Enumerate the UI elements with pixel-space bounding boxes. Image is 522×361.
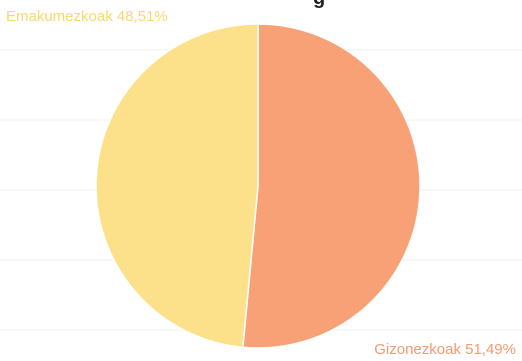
chart-title-fragment: g: [313, 0, 325, 9]
pie-slice-emakumezkoak[interactable]: [95, 23, 259, 349]
slice-label-gizonezkoak: Gizonezkoak 51,49%: [374, 341, 516, 358]
slice-label-emakumezkoak: Emakumezkoak 48,51%: [6, 8, 168, 25]
pie-slice-gizonezkoak[interactable]: [242, 23, 421, 349]
pie-slices: [95, 23, 421, 349]
slice-labels: Gizonezkoak 51,49% Emakumezkoak 48,51%: [6, 8, 516, 358]
